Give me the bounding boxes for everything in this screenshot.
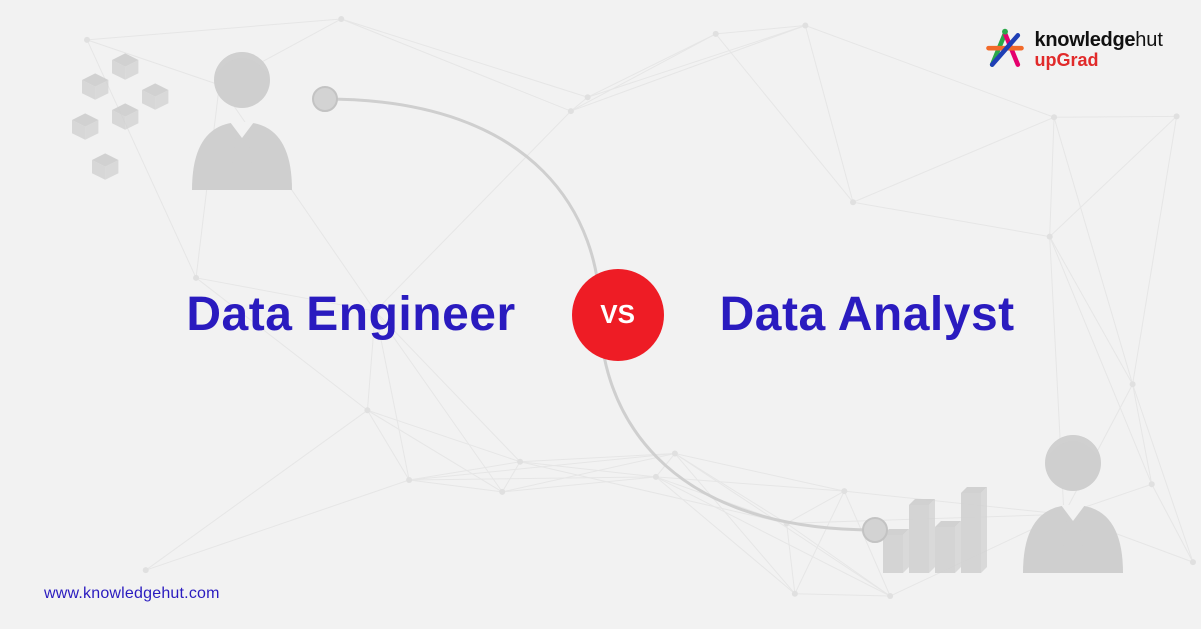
vs-label: VS <box>600 299 635 330</box>
data-engineer-illustration <box>72 40 302 210</box>
logo-brand-primary: knowledge <box>1035 29 1136 51</box>
brand-logo: knowledgehut upGrad <box>983 28 1163 72</box>
logo-text: knowledgehut upGrad <box>1035 30 1163 70</box>
comparison-row: Data Engineer VS Data Analyst <box>0 269 1201 361</box>
logo-mark-icon <box>983 28 1027 72</box>
footer-url: www.knowledgehut.com <box>44 585 220 603</box>
vs-badge: VS <box>572 269 664 361</box>
right-title: Data Analyst <box>720 287 1015 342</box>
data-analyst-illustration <box>883 423 1133 593</box>
infographic-canvas: knowledgehut upGrad Data Engineer VS Dat… <box>0 0 1201 629</box>
left-title: Data Engineer <box>186 287 515 342</box>
logo-subbrand: upGrad <box>1035 51 1163 70</box>
logo-brand-secondary: hut <box>1135 29 1163 51</box>
